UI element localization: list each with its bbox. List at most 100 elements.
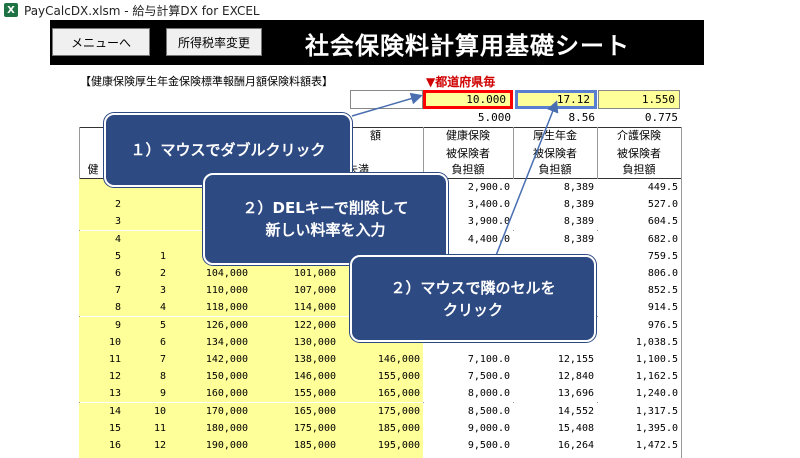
grade-cell[interactable]: 2 — [79, 196, 124, 214]
health-burden-cell[interactable]: 9,000.0 — [423, 419, 513, 437]
standard-amount-cell[interactable]: 160,000 — [169, 385, 251, 403]
pension-grade-cell[interactable] — [124, 213, 169, 231]
health-burden-cell[interactable]: 8,000.0 — [423, 385, 513, 403]
grade-cell[interactable]: 6 — [79, 265, 124, 282]
standard-amount-cell[interactable]: 180,000 — [169, 419, 251, 437]
range-from-cell[interactable]: 138,000 — [251, 351, 339, 368]
care-burden-cell[interactable]: 527.0 — [597, 196, 681, 214]
range-to-cell[interactable]: 165,000 — [339, 385, 423, 403]
standard-amount-cell[interactable]: 134,000 — [169, 333, 251, 351]
care-burden-cell[interactable]: 1,395.0 — [597, 419, 681, 437]
grade-cell[interactable]: 3 — [79, 213, 124, 231]
standard-amount-cell[interactable]: 150,000 — [169, 368, 251, 386]
pension-grade-cell[interactable]: 7 — [124, 351, 169, 368]
pension-grade-cell[interactable]: 12 — [124, 437, 169, 454]
care-burden-cell[interactable]: 759.5 — [597, 247, 681, 265]
health-rate-cell[interactable]: 10.000 — [423, 90, 513, 109]
pension-grade-cell[interactable]: 4 — [124, 299, 169, 317]
grade-cell[interactable]: 9 — [79, 316, 124, 334]
pension-grade-cell[interactable]: 8 — [124, 368, 169, 386]
grade-cell[interactable]: 14 — [79, 402, 124, 420]
pension-burden-cell[interactable]: 8,389 — [513, 213, 597, 231]
pension-burden-cell[interactable]: 14,552 — [513, 402, 597, 420]
range-to-cell[interactable]: 155,000 — [339, 368, 423, 386]
pension-grade-cell[interactable] — [124, 196, 169, 214]
care-burden-cell[interactable]: 1,038.5 — [597, 333, 681, 351]
care-burden-cell[interactable]: 1,472.5 — [597, 437, 681, 454]
pension-burden-cell[interactable]: 16,264 — [513, 437, 597, 454]
health-half-rate[interactable]: 5.000 — [477, 111, 511, 124]
grade-cell[interactable]: 4 — [79, 230, 124, 248]
grade-cell[interactable]: 12 — [79, 368, 124, 386]
range-to-cell[interactable]: 185,000 — [339, 419, 423, 437]
range-from-cell[interactable]: 165,000 — [251, 402, 339, 420]
grade-cell[interactable]: 7 — [79, 282, 124, 300]
menu-button[interactable]: メニューへ — [52, 28, 150, 56]
range-to-cell[interactable]: 146,000 — [339, 351, 423, 368]
range-to-cell[interactable]: 195,000 — [339, 437, 423, 454]
grade-cell[interactable]: 10 — [79, 333, 124, 351]
pension-grade-cell[interactable]: 10 — [124, 402, 169, 420]
care-half-rate[interactable]: 0.775 — [644, 111, 678, 124]
care-burden-cell[interactable]: 1,100.5 — [597, 351, 681, 368]
care-burden-cell[interactable]: 806.0 — [597, 265, 681, 282]
table-row: 14 10 170,000 165,000 175,000 8,500.0 14,552 1,… — [79, 402, 681, 420]
pension-burden-cell[interactable]: 15,408 — [513, 419, 597, 437]
range-from-cell[interactable]: 155,000 — [251, 385, 339, 403]
pension-grade-cell[interactable]: 1 — [124, 247, 169, 265]
range-from-cell[interactable]: 146,000 — [251, 368, 339, 386]
pension-burden-cell[interactable]: 8,389 — [513, 196, 597, 214]
pension-grade-cell[interactable]: 2 — [124, 265, 169, 282]
pension-grade-cell[interactable]: 9 — [124, 385, 169, 403]
pension-grade-cell[interactable]: 6 — [124, 333, 169, 351]
tax-rate-change-button[interactable]: 所得税率変更 — [166, 28, 262, 56]
pension-burden-cell[interactable]: 13,696 — [513, 385, 597, 403]
care-burden-cell[interactable]: 852.5 — [597, 282, 681, 300]
standard-amount-cell[interactable]: 104,000 — [169, 265, 251, 282]
range-from-cell[interactable]: 114,000 — [251, 299, 339, 317]
excel-icon: X — [4, 3, 18, 17]
pension-grade-cell[interactable]: 5 — [124, 316, 169, 334]
pension-grade-cell[interactable] — [124, 230, 169, 248]
health-burden-cell[interactable]: 8,500.0 — [423, 402, 513, 420]
standard-amount-cell[interactable]: 170,000 — [169, 402, 251, 420]
care-rate-cell[interactable]: 1.550 — [598, 90, 680, 109]
range-to-cell[interactable]: 175,000 — [339, 402, 423, 420]
grade-cell[interactable]: 15 — [79, 419, 124, 437]
pension-burden-cell[interactable]: 12,840 — [513, 368, 597, 386]
grade-cell[interactable]: 13 — [79, 385, 124, 403]
health-burden-cell[interactable]: 9,500.0 — [423, 437, 513, 454]
care-burden-cell[interactable]: 1,162.5 — [597, 368, 681, 386]
range-from-cell[interactable]: 122,000 — [251, 316, 339, 334]
pension-grade-cell[interactable]: 3 — [124, 282, 169, 300]
care-burden-cell[interactable]: 682.0 — [597, 230, 681, 248]
standard-amount-cell[interactable]: 142,000 — [169, 351, 251, 368]
care-burden-cell[interactable]: 1,317.5 — [597, 402, 681, 420]
grade-cell[interactable]: 11 — [79, 351, 124, 368]
standard-amount-cell[interactable]: 126,000 — [169, 316, 251, 334]
header-health-burden: 負担額 — [423, 162, 513, 177]
range-from-cell[interactable]: 107,000 — [251, 282, 339, 300]
grade-cell[interactable]: 5 — [79, 247, 124, 265]
care-burden-cell[interactable]: 604.5 — [597, 213, 681, 231]
health-burden-cell[interactable]: 7,500.0 — [423, 368, 513, 386]
standard-amount-cell[interactable]: 190,000 — [169, 437, 251, 454]
range-from-cell[interactable]: 101,000 — [251, 265, 339, 282]
pension-burden-cell[interactable]: 12,155 — [513, 351, 597, 368]
grade-cell[interactable]: 16 — [79, 437, 124, 454]
range-from-cell[interactable]: 185,000 — [251, 437, 339, 454]
pension-grade-cell[interactable]: 11 — [124, 419, 169, 437]
range-from-cell[interactable]: 175,000 — [251, 419, 339, 437]
care-burden-cell[interactable]: 976.5 — [597, 316, 681, 334]
health-burden-cell[interactable]: 7,100.0 — [423, 351, 513, 368]
pension-burden-cell[interactable]: 8,389 — [513, 179, 597, 196]
pension-half-rate[interactable]: 8.56 — [568, 111, 596, 124]
care-burden-cell[interactable]: 914.5 — [597, 299, 681, 317]
pension-burden-cell[interactable]: 8,389 — [513, 230, 597, 248]
standard-amount-cell[interactable]: 118,000 — [169, 299, 251, 317]
care-burden-cell[interactable]: 449.5 — [597, 179, 681, 196]
grade-cell[interactable]: 8 — [79, 299, 124, 317]
range-from-cell[interactable]: 130,000 — [251, 333, 339, 351]
standard-amount-cell[interactable]: 110,000 — [169, 282, 251, 300]
care-burden-cell[interactable]: 1,240.0 — [597, 385, 681, 403]
